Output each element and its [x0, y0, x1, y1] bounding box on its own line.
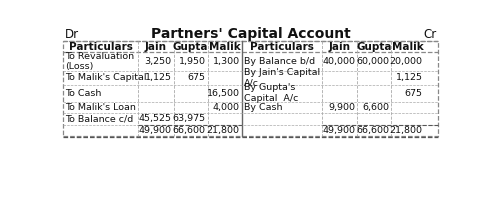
Text: 66,600: 66,600 [356, 126, 388, 135]
Text: To Balance c/d: To Balance c/d [65, 114, 133, 123]
Text: 63,975: 63,975 [172, 114, 205, 123]
Text: 49,900: 49,900 [138, 126, 171, 135]
Text: Gupta: Gupta [172, 42, 208, 52]
Text: 1,125: 1,125 [144, 73, 171, 82]
Text: Particulars: Particulars [249, 42, 313, 52]
Text: 49,900: 49,900 [322, 126, 354, 135]
Text: 66,600: 66,600 [172, 126, 205, 135]
Text: Jain: Jain [144, 42, 166, 52]
Text: 45,525: 45,525 [138, 114, 171, 123]
Text: By Cash: By Cash [243, 103, 282, 112]
Text: Partners' Capital Account: Partners' Capital Account [150, 27, 350, 41]
Text: To Revaluation
(Loss): To Revaluation (Loss) [65, 52, 134, 71]
Text: To Malik's Capital: To Malik's Capital [65, 73, 146, 82]
Text: To Cash: To Cash [65, 89, 102, 98]
Text: 60,000: 60,000 [356, 57, 388, 66]
Text: 675: 675 [187, 73, 205, 82]
Text: By Balance b/d: By Balance b/d [243, 57, 314, 66]
Text: By Jain's Capital
A/c: By Jain's Capital A/c [243, 68, 319, 87]
Bar [63, 41, 437, 136]
Text: Jain: Jain [327, 42, 349, 52]
Text: 16,500: 16,500 [206, 89, 239, 98]
Text: 9,900: 9,900 [327, 103, 354, 112]
Text: Malik: Malik [208, 42, 240, 52]
Text: Dr: Dr [65, 28, 79, 41]
Text: 1,300: 1,300 [212, 57, 239, 66]
Text: 4,000: 4,000 [212, 103, 239, 112]
Text: To Malik's Loan: To Malik's Loan [65, 103, 136, 112]
Text: 1,950: 1,950 [178, 57, 205, 66]
Text: Gupta: Gupta [356, 42, 391, 52]
Text: 6,600: 6,600 [362, 103, 388, 112]
Text: Malik: Malik [391, 42, 423, 52]
Text: 40,000: 40,000 [322, 57, 354, 66]
Text: 21,800: 21,800 [206, 126, 239, 135]
Text: Cr: Cr [422, 28, 435, 41]
Text: 1,125: 1,125 [395, 73, 422, 82]
Text: 20,000: 20,000 [389, 57, 422, 66]
Text: 3,250: 3,250 [144, 57, 171, 66]
Text: 675: 675 [404, 89, 422, 98]
Text: Particulars: Particulars [69, 42, 132, 52]
Text: 21,800: 21,800 [389, 126, 422, 135]
Text: By Gupta's
Capital  A/c: By Gupta's Capital A/c [243, 83, 297, 103]
